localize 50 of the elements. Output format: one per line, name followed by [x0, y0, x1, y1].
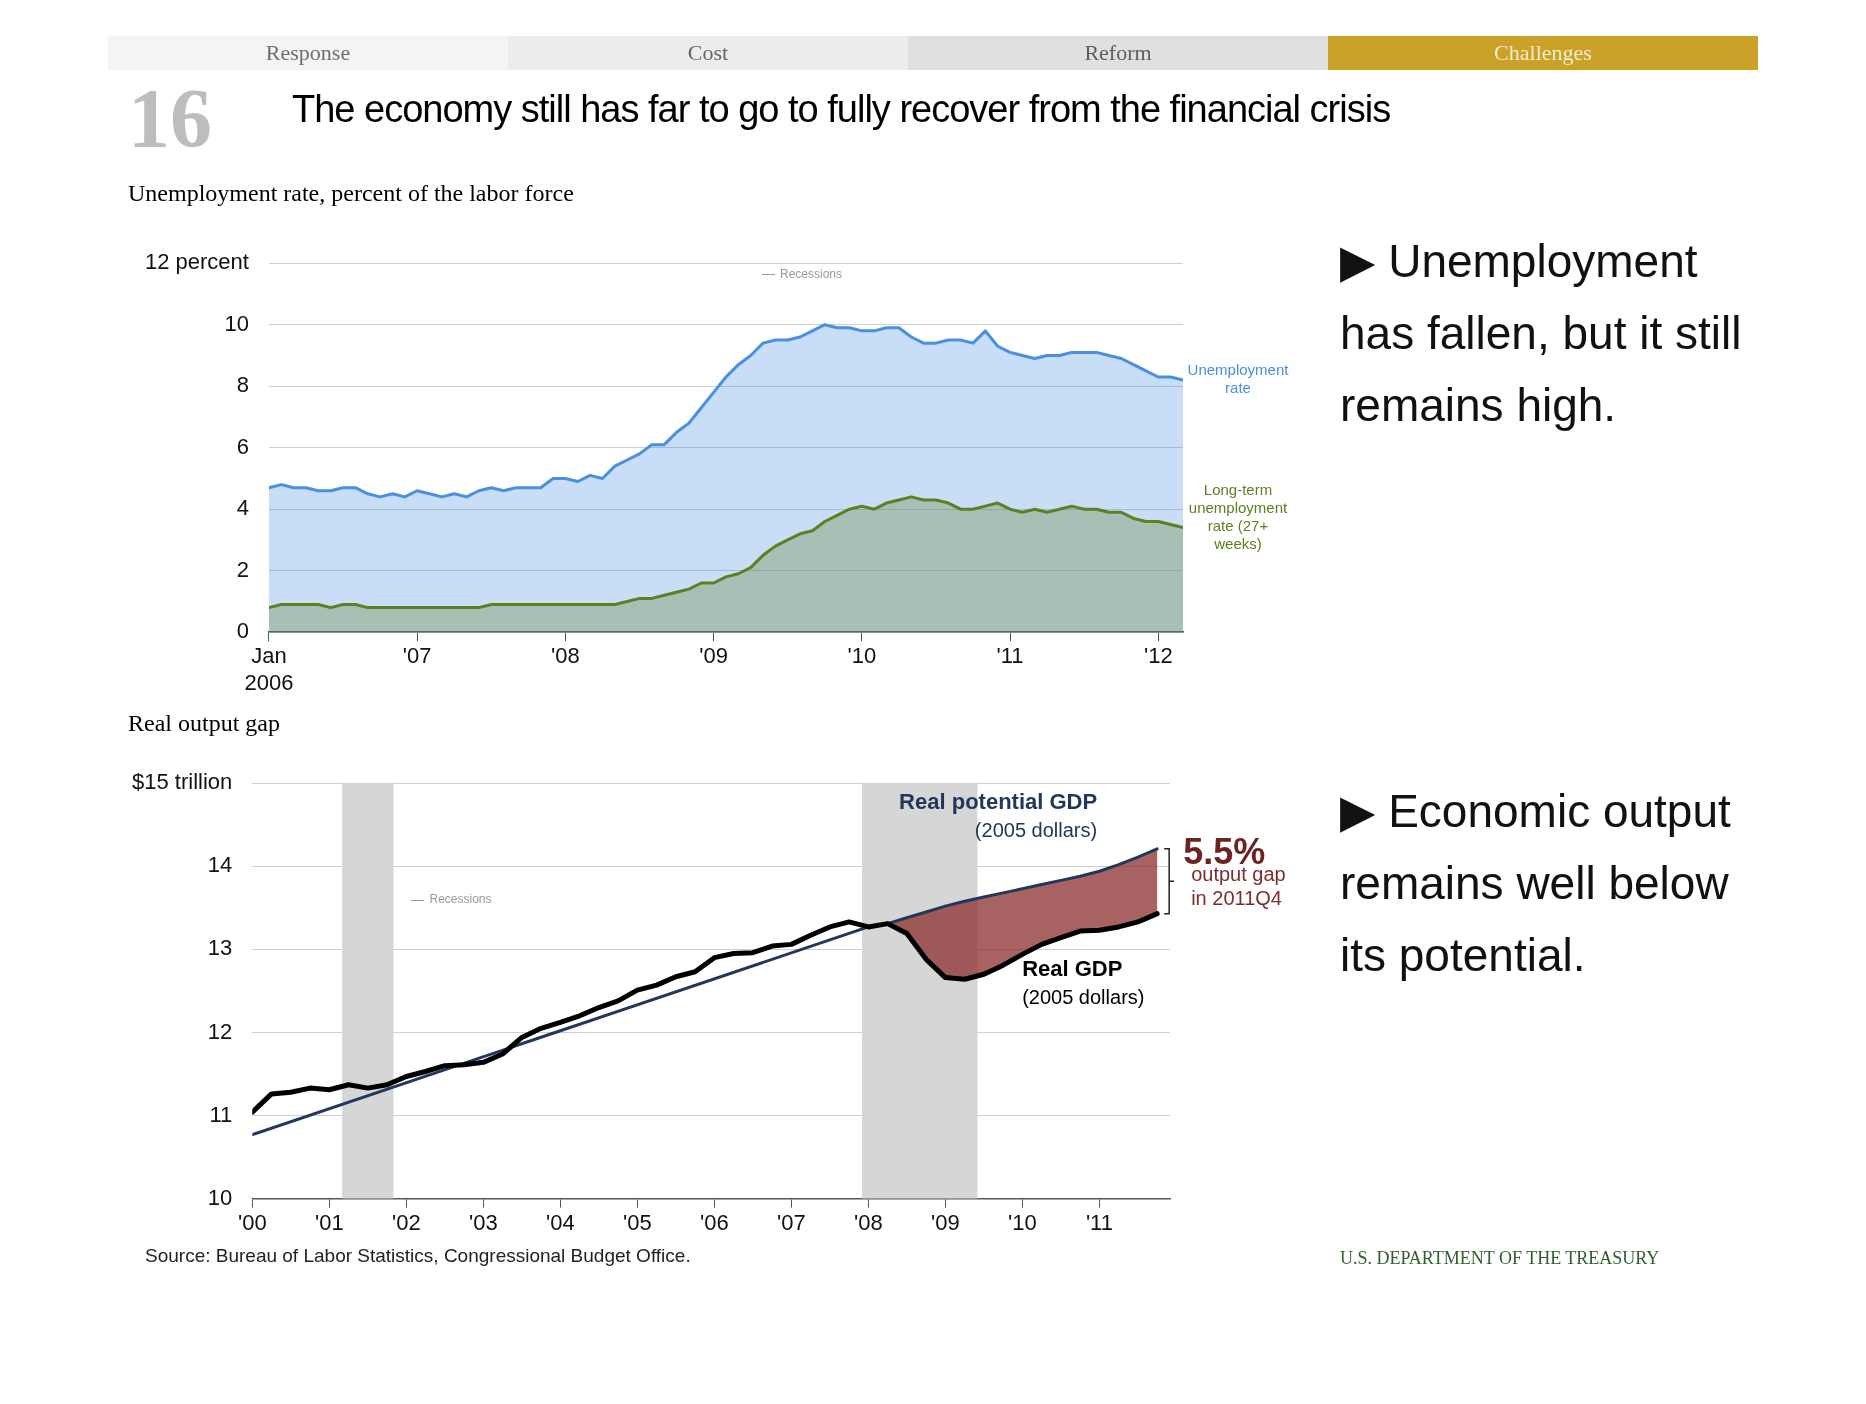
text: Challenges	[1328, 36, 1758, 70]
annotation: Recessions	[779, 267, 843, 281]
chart-title: The economy still has far to go to fully recover from the financial crisis	[292, 88, 1391, 131]
x-tick-label: '09	[699, 643, 728, 669]
y-tick-label: 10	[207, 1184, 233, 1210]
x-tick-label: '08	[854, 1209, 883, 1235]
x-tick-label: '08	[551, 643, 580, 669]
text: 16	[128, 71, 212, 167]
x-tick-label: '09	[931, 1209, 960, 1235]
y-tick-label: $15 trillion	[132, 769, 233, 795]
series-label: Unemployment rate	[1187, 361, 1290, 397]
x-tick-label: '12	[1143, 643, 1173, 669]
x-tick-label: '07	[402, 643, 432, 669]
text: Response	[108, 36, 508, 70]
text: Reform	[908, 36, 1328, 70]
source-note: Source: Bureau of Labor Statistics, Congressional Budget Office.	[145, 1245, 691, 1267]
chart-subtitle: Unemployment rate, percent of the labor force	[128, 180, 574, 207]
y-tick-label: 0	[236, 618, 249, 644]
y-tick-label: 4	[236, 495, 249, 521]
y-tick-label: 12 percent	[144, 249, 249, 275]
y-tick-label: 14	[207, 852, 233, 878]
series-label: Long-term unemployment rate (27+ weeks)	[1188, 480, 1289, 552]
x-tick-label: '00	[237, 1209, 267, 1235]
x-tick-label: Jan 2006	[244, 643, 294, 695]
y-tick-label: 8	[236, 372, 249, 398]
y-tick-label: 11	[209, 1101, 233, 1127]
x-tick-label: '11	[1085, 1209, 1113, 1235]
series-label: Real GDP (2005 dollars)	[1022, 955, 1145, 1008]
x-tick-label: '10	[847, 643, 877, 669]
y-tick-label: 13	[207, 935, 233, 961]
text: Cost	[508, 36, 908, 70]
x-tick-label: '10	[1008, 1209, 1037, 1235]
x-tick-label: '04	[545, 1209, 575, 1235]
x-tick-label: '06	[700, 1209, 729, 1235]
y-tick-label: 2	[236, 556, 249, 582]
band-label: Recessions	[429, 891, 492, 906]
x-tick-label: '01	[314, 1209, 344, 1235]
text: U.S. DEPARTMENT OF THE TREASURY	[1340, 1248, 1660, 1269]
text: ▶ Unemployment has fallen, but it still remains high.	[1340, 234, 1743, 433]
text: ▶ Economic output remains well below its potential.	[1340, 784, 1732, 983]
x-tick-label: '03	[468, 1209, 498, 1235]
x-tick-label: '11	[996, 643, 1024, 669]
x-tick-label: '02	[391, 1209, 421, 1235]
y-tick-label: 12	[207, 1018, 233, 1044]
x-tick-label: '07	[777, 1209, 806, 1235]
chart-title: Real output gap	[128, 710, 280, 737]
x-tick-label: '05	[623, 1209, 652, 1235]
series-label: Real potential GDP (2005 dollars)	[899, 788, 1098, 841]
y-tick-label: 6	[236, 433, 249, 459]
y-tick-label: 10	[224, 310, 249, 336]
